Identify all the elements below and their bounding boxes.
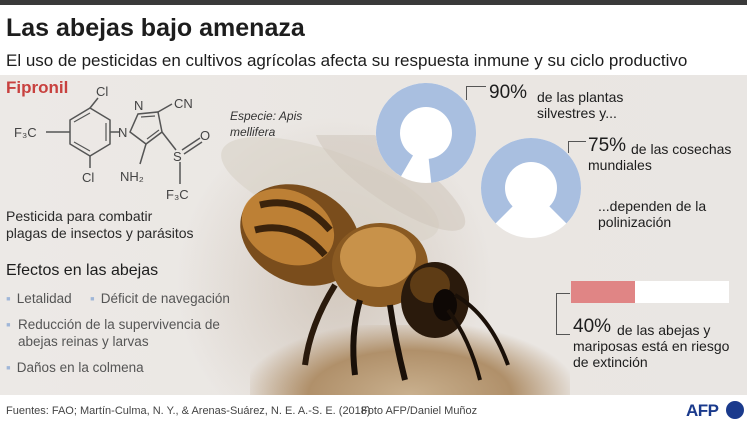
afp-logo-text: AFP — [686, 401, 719, 420]
footer: Fuentes: FAO; Martín-Culma, N. Y., & Are… — [0, 395, 747, 427]
sources-credit: Fuentes: FAO; Martín-Culma, N. Y., & Are… — [6, 405, 371, 417]
stat-bees-percent: 40% — [573, 316, 612, 337]
molecule-label-cn: CN — [174, 96, 193, 111]
pesticide-description: Pesticida para combatir plagas de insect… — [6, 208, 194, 241]
effect-item: ▪ Daños en la colmena — [6, 360, 144, 375]
stat-wild-plants-percent: 90% — [489, 82, 528, 103]
connector-line — [556, 293, 570, 335]
molecule-label-s: S — [173, 149, 182, 164]
afp-logo-icon — [726, 401, 744, 419]
molecule-label-nh2: NH₂ — [120, 169, 144, 184]
effect-item: ▪ Reducción de la supervivencia de abejas… — [6, 317, 220, 349]
bullet-icon: ▪ — [6, 317, 11, 332]
effect-item: ▪ Letalidad — [6, 291, 72, 306]
donut-chart-wild-plants — [376, 83, 476, 183]
bullet-icon: ▪ — [6, 360, 11, 375]
molecule-label-cl-top: Cl — [96, 86, 108, 99]
bee-photo — [221, 135, 510, 381]
bullet-icon: ▪ — [90, 291, 95, 306]
molecule-label-f3c-bottom: F₃C — [166, 187, 189, 202]
connector-line — [568, 141, 586, 153]
stat-wild-plants-text: de las plantas silvestres y... — [537, 89, 624, 121]
species-label: Especie: Apis mellifera — [230, 109, 303, 139]
effect-item: ▪ Déficit de navegación — [90, 291, 230, 306]
page-title: Las abejas bajo amenaza — [6, 14, 305, 42]
page-subtitle: El uso de pesticidas en cultivos agrícol… — [6, 51, 688, 70]
donut-chart-crops — [481, 138, 581, 238]
molecule-label-n-ring: N — [118, 125, 127, 140]
molecule-label-cl-bottom: Cl — [82, 170, 94, 185]
bees-at-risk-bar — [571, 281, 635, 303]
stat-crops-percent: 75% — [588, 135, 627, 156]
effects-title: Efectos en las abejas — [6, 262, 159, 279]
pollination-text: ...dependen de la polinización — [598, 198, 707, 230]
stat-bees-text: de las abejas y mariposas está en riesgo… — [573, 322, 730, 370]
molecule-label-f3c-left: F₃C — [14, 125, 37, 140]
bees-remaining-bar — [635, 281, 729, 303]
connector-line — [466, 86, 486, 100]
top-rule — [0, 0, 747, 5]
bullet-icon: ▪ — [6, 291, 11, 306]
molecule-label-o: O — [200, 128, 210, 143]
fipronil-molecule-diagram: Cl Cl F₃C N N CN NH₂ S O F₃C — [14, 86, 210, 202]
photo-credit: Foto AFP/Daniel Muñoz — [361, 405, 478, 417]
header: Las abejas bajo amenaza El uso de pestic… — [0, 5, 747, 75]
molecule-label-n-top: N — [134, 98, 143, 113]
pesticide-name: Fipronil — [6, 78, 69, 97]
stat-crops-text: de las cosechas mundiales — [588, 141, 732, 173]
